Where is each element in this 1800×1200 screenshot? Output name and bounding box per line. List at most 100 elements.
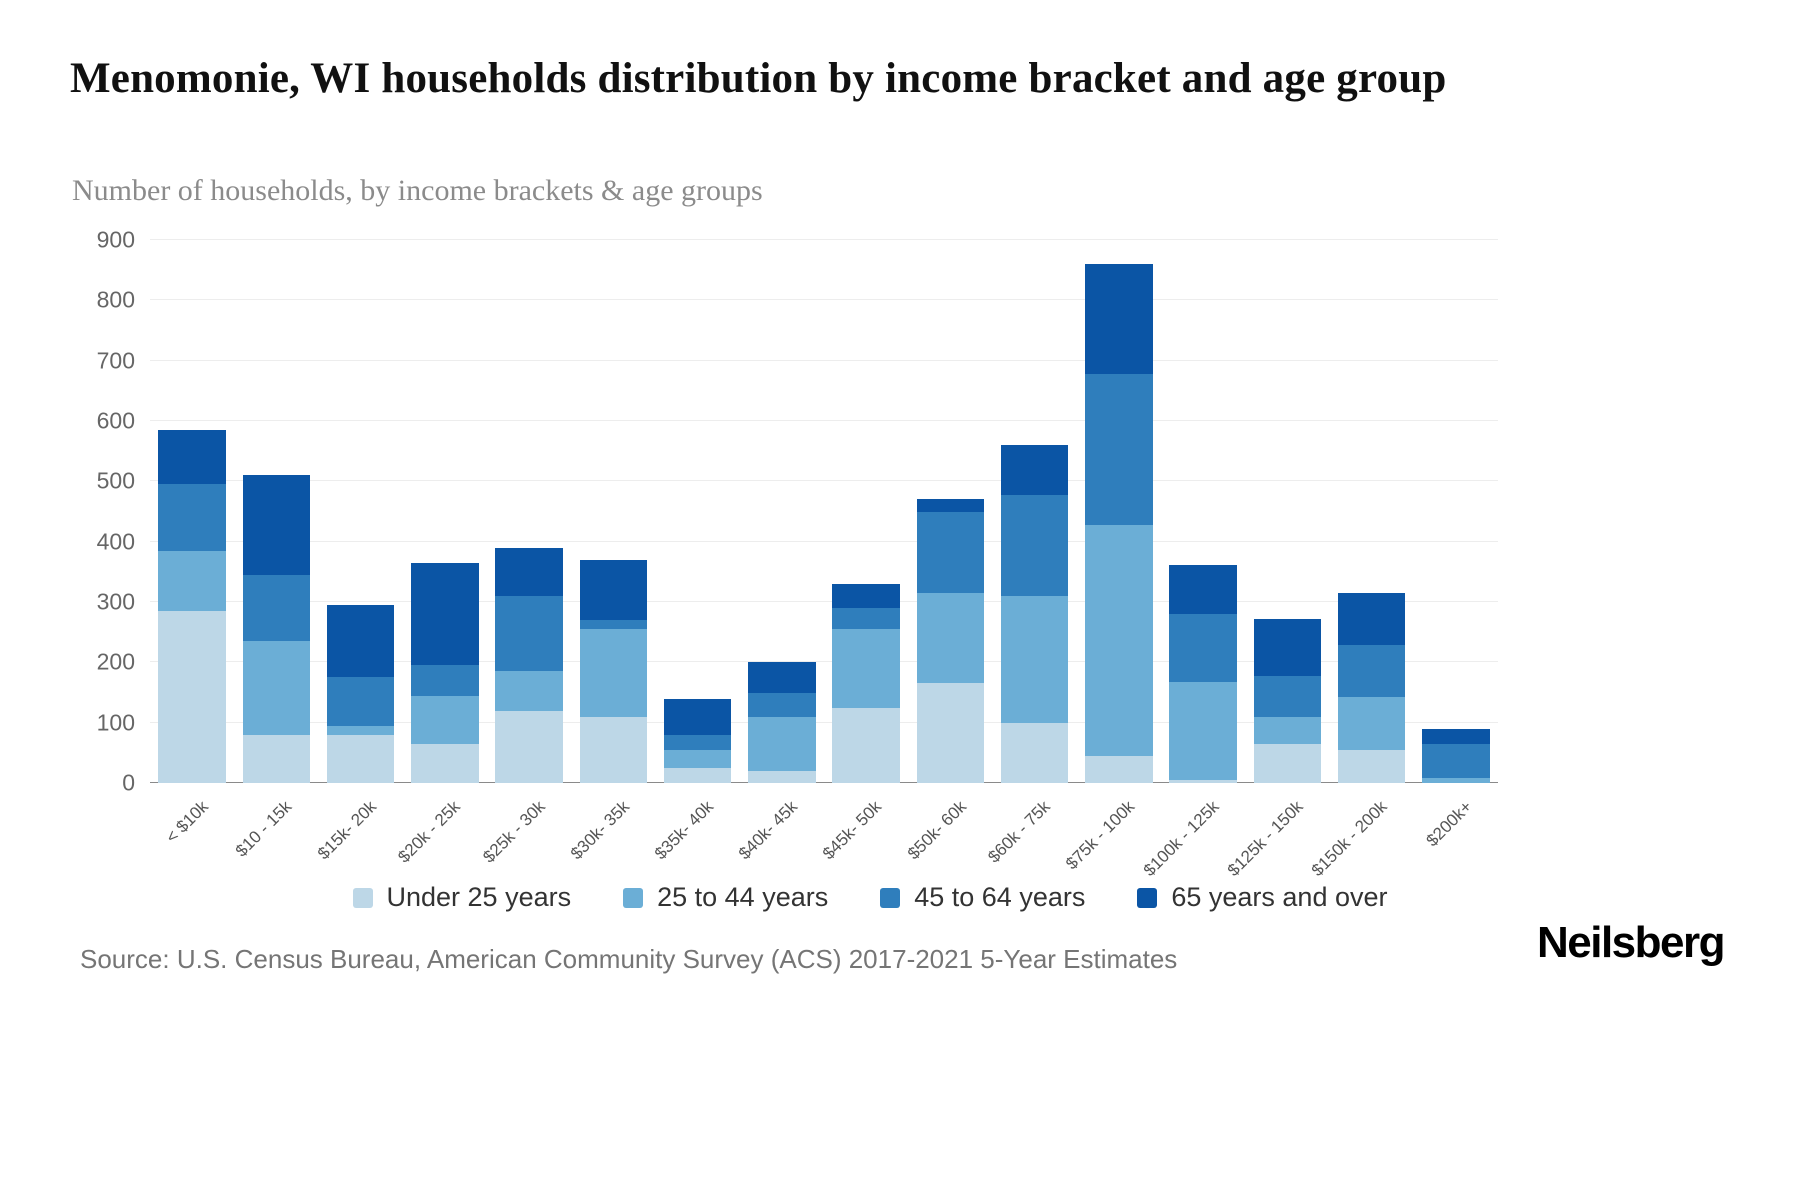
bar-segment[interactable] [242, 475, 311, 575]
bar-segment[interactable] [411, 562, 479, 666]
bar-segment[interactable] [1000, 494, 1069, 596]
bar-segment[interactable] [411, 743, 479, 783]
x-axis-tick-label: $35k- 40k [650, 797, 718, 864]
neilsberg-logo: Neilsberg [1536, 918, 1726, 967]
bar-segment[interactable] [579, 559, 648, 621]
bar-segment[interactable] [326, 605, 395, 678]
bar-segment[interactable] [579, 716, 648, 783]
x-axis-tick-label: $100k - 125k [1139, 797, 1223, 880]
bar-segment[interactable] [495, 710, 563, 783]
bar [158, 240, 226, 783]
legend-item-65-years-and-over[interactable]: 65 years and over [1137, 882, 1388, 913]
bar-segment[interactable] [242, 574, 311, 642]
bar-segment[interactable] [1085, 373, 1153, 525]
bar-segment[interactable] [1000, 445, 1069, 495]
bar-segment[interactable] [832, 583, 900, 609]
bar-segment[interactable] [1337, 749, 1406, 783]
bar-segment[interactable] [916, 683, 985, 783]
gridline [150, 661, 1498, 663]
bar [916, 240, 985, 783]
x-axis-tick-label: $15k- 20k [313, 797, 381, 864]
bar-segment[interactable] [326, 734, 395, 783]
x-axis-tick-label: $10 - 15k [232, 797, 296, 861]
bar-segment[interactable] [1422, 728, 1490, 744]
bar-segment[interactable] [242, 734, 311, 783]
bar-segment[interactable] [411, 695, 479, 744]
bar-segment[interactable] [579, 620, 648, 630]
bar-segment[interactable] [832, 629, 900, 708]
y-axis-tick-label: 600 [96, 407, 135, 434]
bar-segment[interactable] [1000, 722, 1069, 783]
legend: Under 25 years 25 to 44 years 45 to 64 yea… [0, 882, 1740, 913]
bar-segment[interactable] [1337, 697, 1406, 750]
gridline [150, 540, 1498, 542]
x-axis-tick-label: $60k - 75k [984, 797, 1055, 867]
bar-segment[interactable] [748, 662, 816, 693]
bar-segment[interactable] [916, 511, 985, 593]
bar-segment[interactable] [1000, 595, 1069, 723]
bar-segment[interactable] [916, 499, 985, 512]
bar-segment[interactable] [326, 725, 395, 735]
bar-segment[interactable] [158, 484, 226, 551]
bar-segment[interactable] [663, 734, 732, 750]
bar-segment[interactable] [1085, 524, 1153, 756]
bar-segment[interactable] [158, 611, 226, 783]
y-axis-tick-label: 800 [96, 286, 135, 313]
bar-segment[interactable] [579, 629, 648, 717]
bar-segment[interactable] [663, 749, 732, 768]
x-axis-tick-label: < $10k [161, 797, 212, 847]
legend-item-45-to-64-years[interactable]: 45 to 64 years [880, 882, 1085, 913]
bar-segment[interactable] [663, 767, 732, 783]
legend-swatch [352, 887, 373, 908]
bar-segment[interactable] [1422, 743, 1490, 779]
bar-segment[interactable] [832, 707, 900, 783]
bar-segment[interactable] [1337, 592, 1406, 646]
bar-segment[interactable] [748, 692, 816, 717]
bar-segment[interactable] [748, 716, 816, 771]
bar-segment[interactable] [158, 430, 226, 485]
bar-segment[interactable] [326, 677, 395, 726]
bar-segment[interactable] [663, 698, 732, 735]
y-axis-tick-label: 300 [96, 588, 135, 615]
bar-segment[interactable] [1337, 645, 1406, 698]
legend-item-25-to-44-years[interactable]: 25 to 44 years [623, 882, 828, 913]
bar-segment[interactable] [748, 770, 816, 783]
legend-swatch [623, 887, 644, 908]
bar [411, 240, 479, 783]
bar-segment[interactable] [832, 608, 900, 630]
legend-item-under-25-years[interactable]: Under 25 years [352, 882, 571, 913]
y-axis: 0 100 200 300 400 500 600 700 800 900 [0, 227, 135, 796]
bar-segment[interactable] [495, 547, 563, 596]
bar-segment[interactable] [916, 592, 985, 684]
bar-segment[interactable] [158, 550, 226, 612]
bar-segment[interactable] [1253, 618, 1322, 676]
x-axis-tick-label: $125k - 150k [1223, 797, 1307, 880]
y-axis-tick-label: 200 [96, 648, 135, 675]
x-axis-line [150, 782, 1498, 783]
bar-segment[interactable] [1253, 675, 1322, 717]
bar-segment[interactable] [1253, 743, 1322, 783]
bar [579, 240, 648, 783]
legend-swatch [1137, 887, 1158, 908]
bar-segment[interactable] [1169, 779, 1237, 783]
x-axis-tick-label: $200k+ [1422, 797, 1476, 851]
bar-segment[interactable] [1169, 564, 1237, 615]
legend-swatch [880, 887, 901, 908]
x-axis-tick-label: $50k- 60k [903, 797, 970, 864]
bar-segment[interactable] [1422, 778, 1490, 783]
bar [1422, 240, 1490, 783]
y-axis-tick-label: 400 [96, 528, 135, 555]
bar [1337, 240, 1406, 783]
bar-segment[interactable] [242, 641, 311, 735]
bar [326, 240, 395, 783]
bar-segment[interactable] [495, 671, 563, 711]
bar-segment[interactable] [1085, 264, 1153, 374]
bar-segment[interactable] [1253, 716, 1322, 744]
bar [1169, 240, 1237, 783]
bar-segment[interactable] [495, 595, 563, 672]
bar-segment[interactable] [1085, 755, 1153, 783]
bar-segment[interactable] [1169, 681, 1237, 780]
bar-segment[interactable] [1169, 614, 1237, 682]
chart-subtitle: Number of households, by income brackets… [72, 174, 763, 207]
bar-segment[interactable] [411, 665, 479, 696]
